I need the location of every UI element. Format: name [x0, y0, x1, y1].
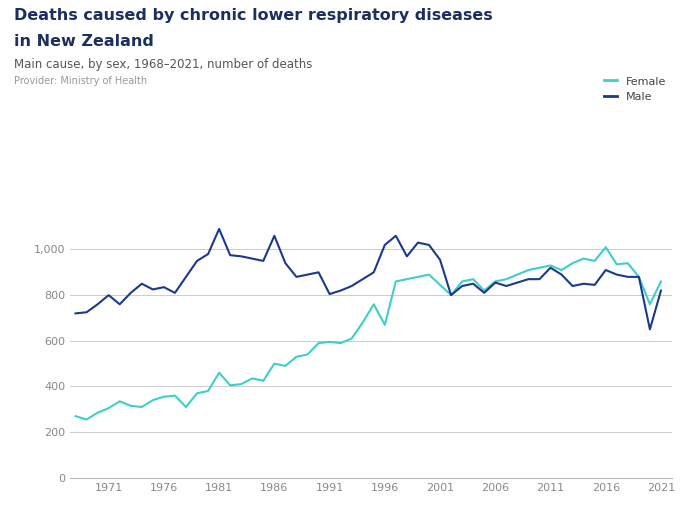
Text: figure.nz: figure.nz — [574, 25, 644, 39]
Text: Provider: Ministry of Health: Provider: Ministry of Health — [14, 76, 147, 86]
Text: in New Zealand: in New Zealand — [14, 34, 154, 49]
Text: Main cause, by sex, 1968–2021, number of deaths: Main cause, by sex, 1968–2021, number of… — [14, 58, 312, 71]
Legend: Female, Male: Female, Male — [604, 77, 666, 102]
Text: Deaths caused by chronic lower respiratory diseases: Deaths caused by chronic lower respirato… — [14, 8, 493, 23]
